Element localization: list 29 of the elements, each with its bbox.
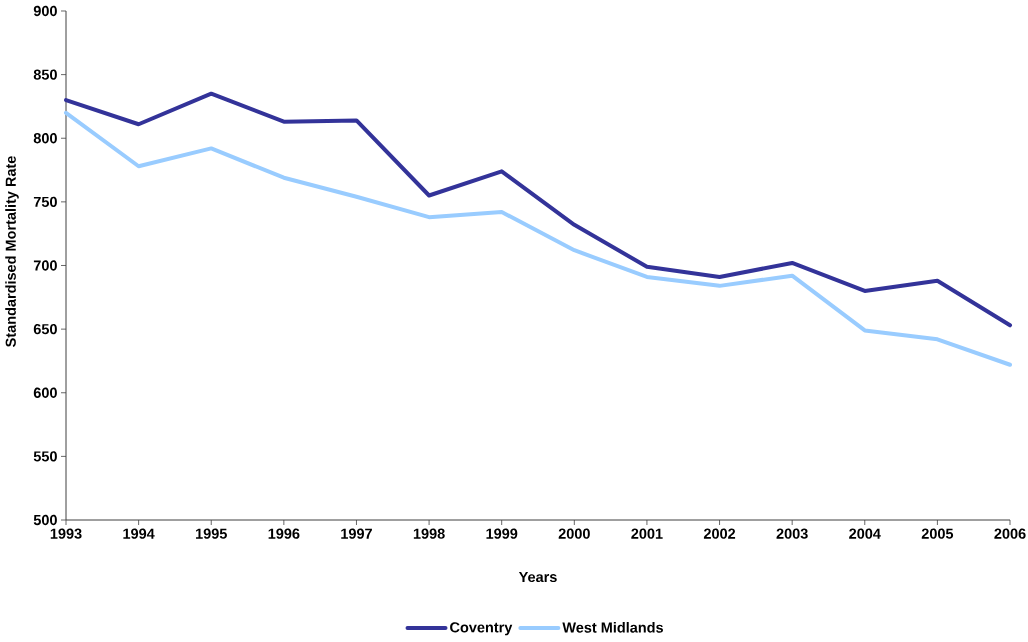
x-tick-label: 2005 — [921, 528, 954, 539]
x-tick-label: 2006 — [994, 528, 1026, 539]
y-tick-label: 700 — [33, 260, 57, 271]
x-tick-label: 2001 — [631, 528, 663, 539]
y-tick-label: 850 — [33, 69, 57, 80]
x-tick-label: 2004 — [849, 528, 881, 539]
y-tick-label: 800 — [33, 133, 57, 144]
legend-label: Coventry — [450, 622, 513, 636]
y-axis-title: Standardised Mortality Rate — [5, 156, 19, 347]
y-tick-label: 650 — [33, 323, 57, 335]
y-tick-label: 900 — [33, 5, 57, 17]
y-tick-label: 500 — [33, 514, 57, 526]
x-tick-label: 2003 — [776, 528, 808, 539]
y-tick-label: 550 — [33, 451, 57, 462]
y-tick-label: 750 — [33, 196, 57, 207]
x-tick-label: 1999 — [486, 528, 518, 539]
y-tick-label: 600 — [33, 387, 57, 398]
x-tick-label: 2000 — [558, 528, 590, 539]
x-tick-label: 1996 — [268, 528, 300, 539]
line-series — [64, 91, 1013, 328]
x-tick-label: 1998 — [413, 528, 445, 539]
x-tick-label: 2002 — [703, 528, 736, 539]
x-tick-label: 1997 — [341, 528, 372, 539]
x-tick-label: 1994 — [123, 528, 155, 539]
legend-label: West Midlands — [562, 622, 663, 633]
x-tick-label: 1995 — [196, 528, 227, 539]
x-axis-title: Years — [518, 571, 557, 583]
line-series — [64, 110, 1013, 367]
x-tick-label: 1993 — [50, 528, 82, 539]
